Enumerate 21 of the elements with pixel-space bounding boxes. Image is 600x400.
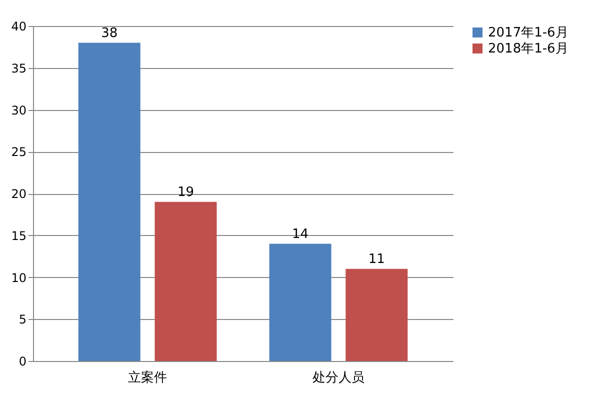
bar [346,268,408,361]
data-label: 11 [368,252,385,267]
x-tick-label: 处分人员 [312,370,364,386]
y-tick-label: 20 [11,187,26,201]
bar [78,42,140,361]
y-tick-label: 15 [11,228,26,243]
bar [269,244,332,361]
data-label: 14 [292,226,309,242]
y-tick-label: 25 [11,145,26,160]
data-label: 38 [101,26,118,41]
y-tick-label: 0 [18,354,26,368]
data-label: 19 [177,184,194,200]
y-tick-label: 35 [11,61,26,76]
y-tick-label: 30 [11,103,26,118]
bar [154,202,217,361]
y-tick-label: 10 [11,270,26,285]
legend-label: 2018年1-6月 [488,42,568,56]
legend-label: 2017年1-6月 [488,26,568,40]
y-tick-label: 5 [18,312,26,327]
y-tick-label: 40 [11,20,26,34]
x-tick-label: 立案件 [128,370,168,386]
